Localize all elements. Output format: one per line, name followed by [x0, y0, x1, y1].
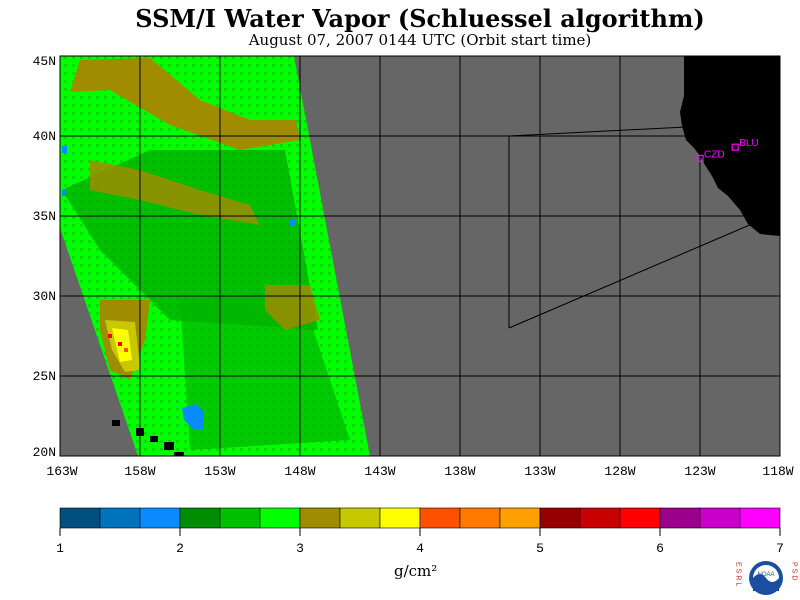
map-subtitle: August 07, 2007 0144 UTC (Orbit start ti…	[248, 31, 592, 49]
colorbar-swatch	[339, 507, 381, 529]
lon-label: 133W	[524, 464, 555, 479]
logo-right-text: PSD	[791, 562, 798, 582]
analysis-box	[508, 126, 753, 329]
colorbar-ticks: 1 2 3 4 5 6 7	[56, 528, 784, 556]
lat-label: 40N	[33, 129, 56, 144]
colorbar-swatch	[379, 507, 421, 529]
logo-left-text: ESRL	[735, 562, 742, 588]
colorbar-swatch	[99, 507, 141, 529]
logo-center-text: NOAA	[757, 572, 774, 578]
colorbar-swatch	[619, 507, 661, 529]
site-label: BLU	[739, 138, 758, 149]
lon-label: 153W	[204, 464, 235, 479]
colorbar-swatch	[219, 507, 261, 529]
colorbar-swatch	[539, 507, 581, 529]
colorbar-tick-label: 1	[56, 541, 64, 556]
site-marker	[731, 143, 739, 151]
longitude-labels: 163W 158W 153W 148W 143W 138W 133W 128W …	[46, 464, 793, 479]
lon-label: 118W	[762, 464, 793, 479]
satellite-swath	[60, 56, 370, 456]
lon-label: 163W	[46, 464, 77, 479]
colorbar-swatch	[579, 507, 621, 529]
lat-label: 30N	[33, 289, 56, 304]
colorbar-swatch	[299, 507, 341, 529]
colorbar-swatch	[259, 507, 301, 529]
site-marker	[696, 154, 704, 162]
lon-label: 138W	[444, 464, 475, 479]
site-label: CZD	[704, 149, 725, 160]
lon-label: 123W	[684, 464, 715, 479]
colorbar-tick-label: 2	[176, 541, 184, 556]
colorbar-swatch	[659, 507, 701, 529]
colorbar-swatch	[459, 507, 501, 529]
colorbar-swatch	[179, 507, 221, 529]
map-title: SSM/I Water Vapor (Schluessel algorithm)	[135, 4, 705, 33]
colorbar-tick-label: 3	[296, 541, 304, 556]
colorbar	[59, 507, 781, 529]
colorbar-tick-label: 7	[776, 541, 784, 556]
lon-label: 148W	[284, 464, 315, 479]
lat-label: 20N	[33, 445, 56, 460]
map-frame	[59, 55, 781, 457]
lon-label: 128W	[604, 464, 635, 479]
colorbar-unit: g/cm²	[394, 562, 438, 580]
colorbar-swatch	[739, 507, 781, 529]
noaa-logo: NOAA ESRL PSD	[735, 561, 798, 595]
colorbar-tick-label: 6	[656, 541, 664, 556]
colorbar-tick-label: 5	[536, 541, 544, 556]
latitude-labels: 45N 40N 35N 30N 25N 20N	[33, 54, 56, 460]
colorbar-swatch	[139, 507, 181, 529]
lon-label: 158W	[124, 464, 155, 479]
colorbar-swatch	[419, 507, 461, 529]
map-gridlines	[60, 56, 780, 456]
lat-label: 35N	[33, 209, 56, 224]
colorbar-tick-label: 4	[416, 541, 424, 556]
colorbar-swatch	[499, 507, 541, 529]
lat-label: 45N	[33, 54, 56, 69]
colorbar-swatch	[59, 507, 101, 529]
site-markers: CZD BLU	[696, 138, 759, 162]
lon-label: 143W	[364, 464, 395, 479]
colorbar-swatch	[699, 507, 741, 529]
lat-label: 25N	[33, 369, 56, 384]
